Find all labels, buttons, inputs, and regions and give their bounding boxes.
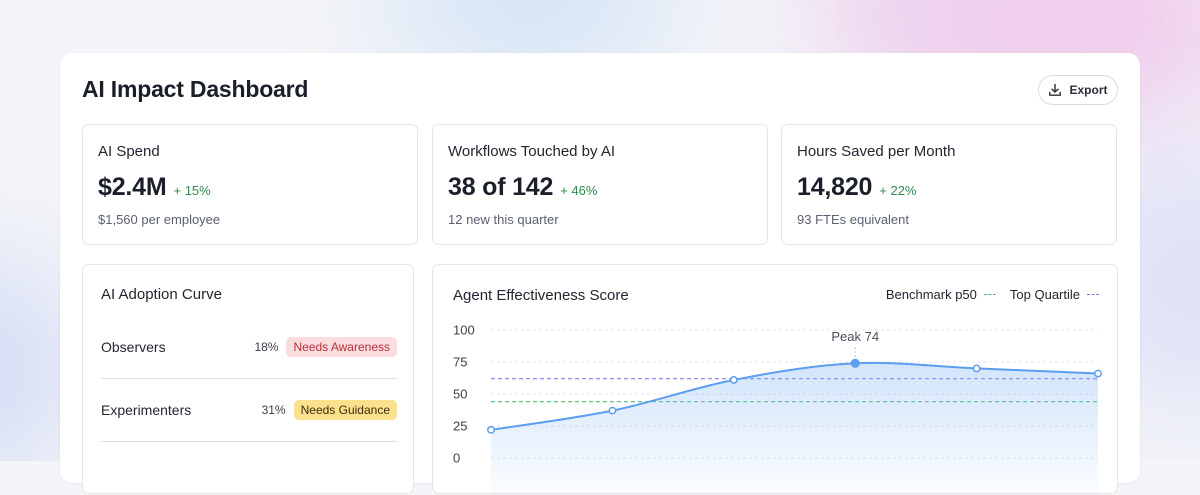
- dashed-line-icon: [983, 294, 996, 295]
- dashed-line-icon: [1087, 294, 1099, 295]
- y-tick-label: 100: [453, 323, 475, 338]
- y-tick-label: 50: [453, 387, 467, 402]
- kpi-subtext: 12 new this quarter: [448, 212, 559, 227]
- agent-effectiveness-panel: Agent Effectiveness Score Benchmark p50 …: [432, 264, 1118, 495]
- kpi-card-workflows: Workflows Touched by AI 38 of 142 + 46% …: [432, 124, 768, 245]
- kpi-label: Hours Saved per Month: [797, 143, 956, 160]
- legend-label: Top Quartile: [1009, 287, 1080, 302]
- data-point: [608, 406, 617, 415]
- kpi-delta: + 46%: [560, 183, 598, 198]
- data-point: [729, 375, 738, 384]
- series-line: [490, 361, 1099, 431]
- legend-item-top-quartile[interactable]: Top Quartile: [1010, 287, 1099, 302]
- export-button[interactable]: Export: [1038, 75, 1118, 105]
- kpi-label: AI Spend: [98, 143, 160, 160]
- status-badge: Needs Awareness: [286, 337, 397, 357]
- stage-label: Observers: [101, 339, 166, 355]
- kpi-subtext: $1,560 per employee: [98, 212, 221, 227]
- kpi-subtext: 93 FTEs equivalent: [797, 212, 910, 227]
- dashboard-card: AI Impact Dashboard Export AI Spend $2.4…: [60, 53, 1140, 495]
- peak-point: [850, 358, 860, 368]
- kpi-card-ai-spend: AI Spend $2.4M + 15% $1,560 per employee: [82, 124, 418, 245]
- download-icon: [1048, 83, 1062, 97]
- adoption-curve-panel: AI Adoption Curve Observers 18% Needs Aw…: [82, 264, 414, 494]
- stage-percent: 18%: [254, 340, 279, 354]
- kpi-delta: + 22%: [879, 183, 917, 198]
- legend-label: Benchmark p50: [885, 287, 977, 302]
- status-badge: Needs Guidance: [293, 400, 397, 420]
- panel-title: AI Adoption Curve: [101, 286, 222, 303]
- kpi-value: $2.4M: [98, 173, 167, 201]
- kpi-value: 14,820: [797, 173, 873, 201]
- kpi-delta: + 15%: [173, 183, 211, 198]
- series-area: [491, 362, 1098, 495]
- stage-label: Experimenters: [101, 402, 192, 418]
- data-point: [487, 425, 495, 434]
- y-tick-label: 0: [453, 451, 460, 466]
- y-tick-label: 75: [453, 355, 467, 370]
- kpi-label: Workflows Touched by AI: [448, 143, 616, 160]
- peak-annotation: Peak 74: [831, 329, 879, 344]
- adoption-row-experimenters: Experimenters 31% Needs Guidance: [101, 379, 397, 442]
- chart-title: Agent Effectiveness Score: [453, 287, 629, 304]
- export-label: Export: [1069, 83, 1108, 97]
- stage-percent: 31%: [261, 403, 286, 417]
- page-title: AI Impact Dashboard: [82, 76, 309, 102]
- data-point: [1094, 369, 1102, 378]
- chart-legend: Benchmark p50 Top Quartile: [886, 287, 1099, 302]
- kpi-card-hours-saved: Hours Saved per Month 14,820 + 22% 93 FT…: [781, 124, 1117, 245]
- data-point: [972, 364, 981, 373]
- legend-item-benchmark[interactable]: Benchmark p50: [886, 287, 996, 302]
- adoption-row-observers: Observers 18% Needs Awareness: [101, 316, 397, 379]
- y-tick-label: 25: [453, 419, 467, 434]
- kpi-value: 38 of 142: [448, 173, 554, 201]
